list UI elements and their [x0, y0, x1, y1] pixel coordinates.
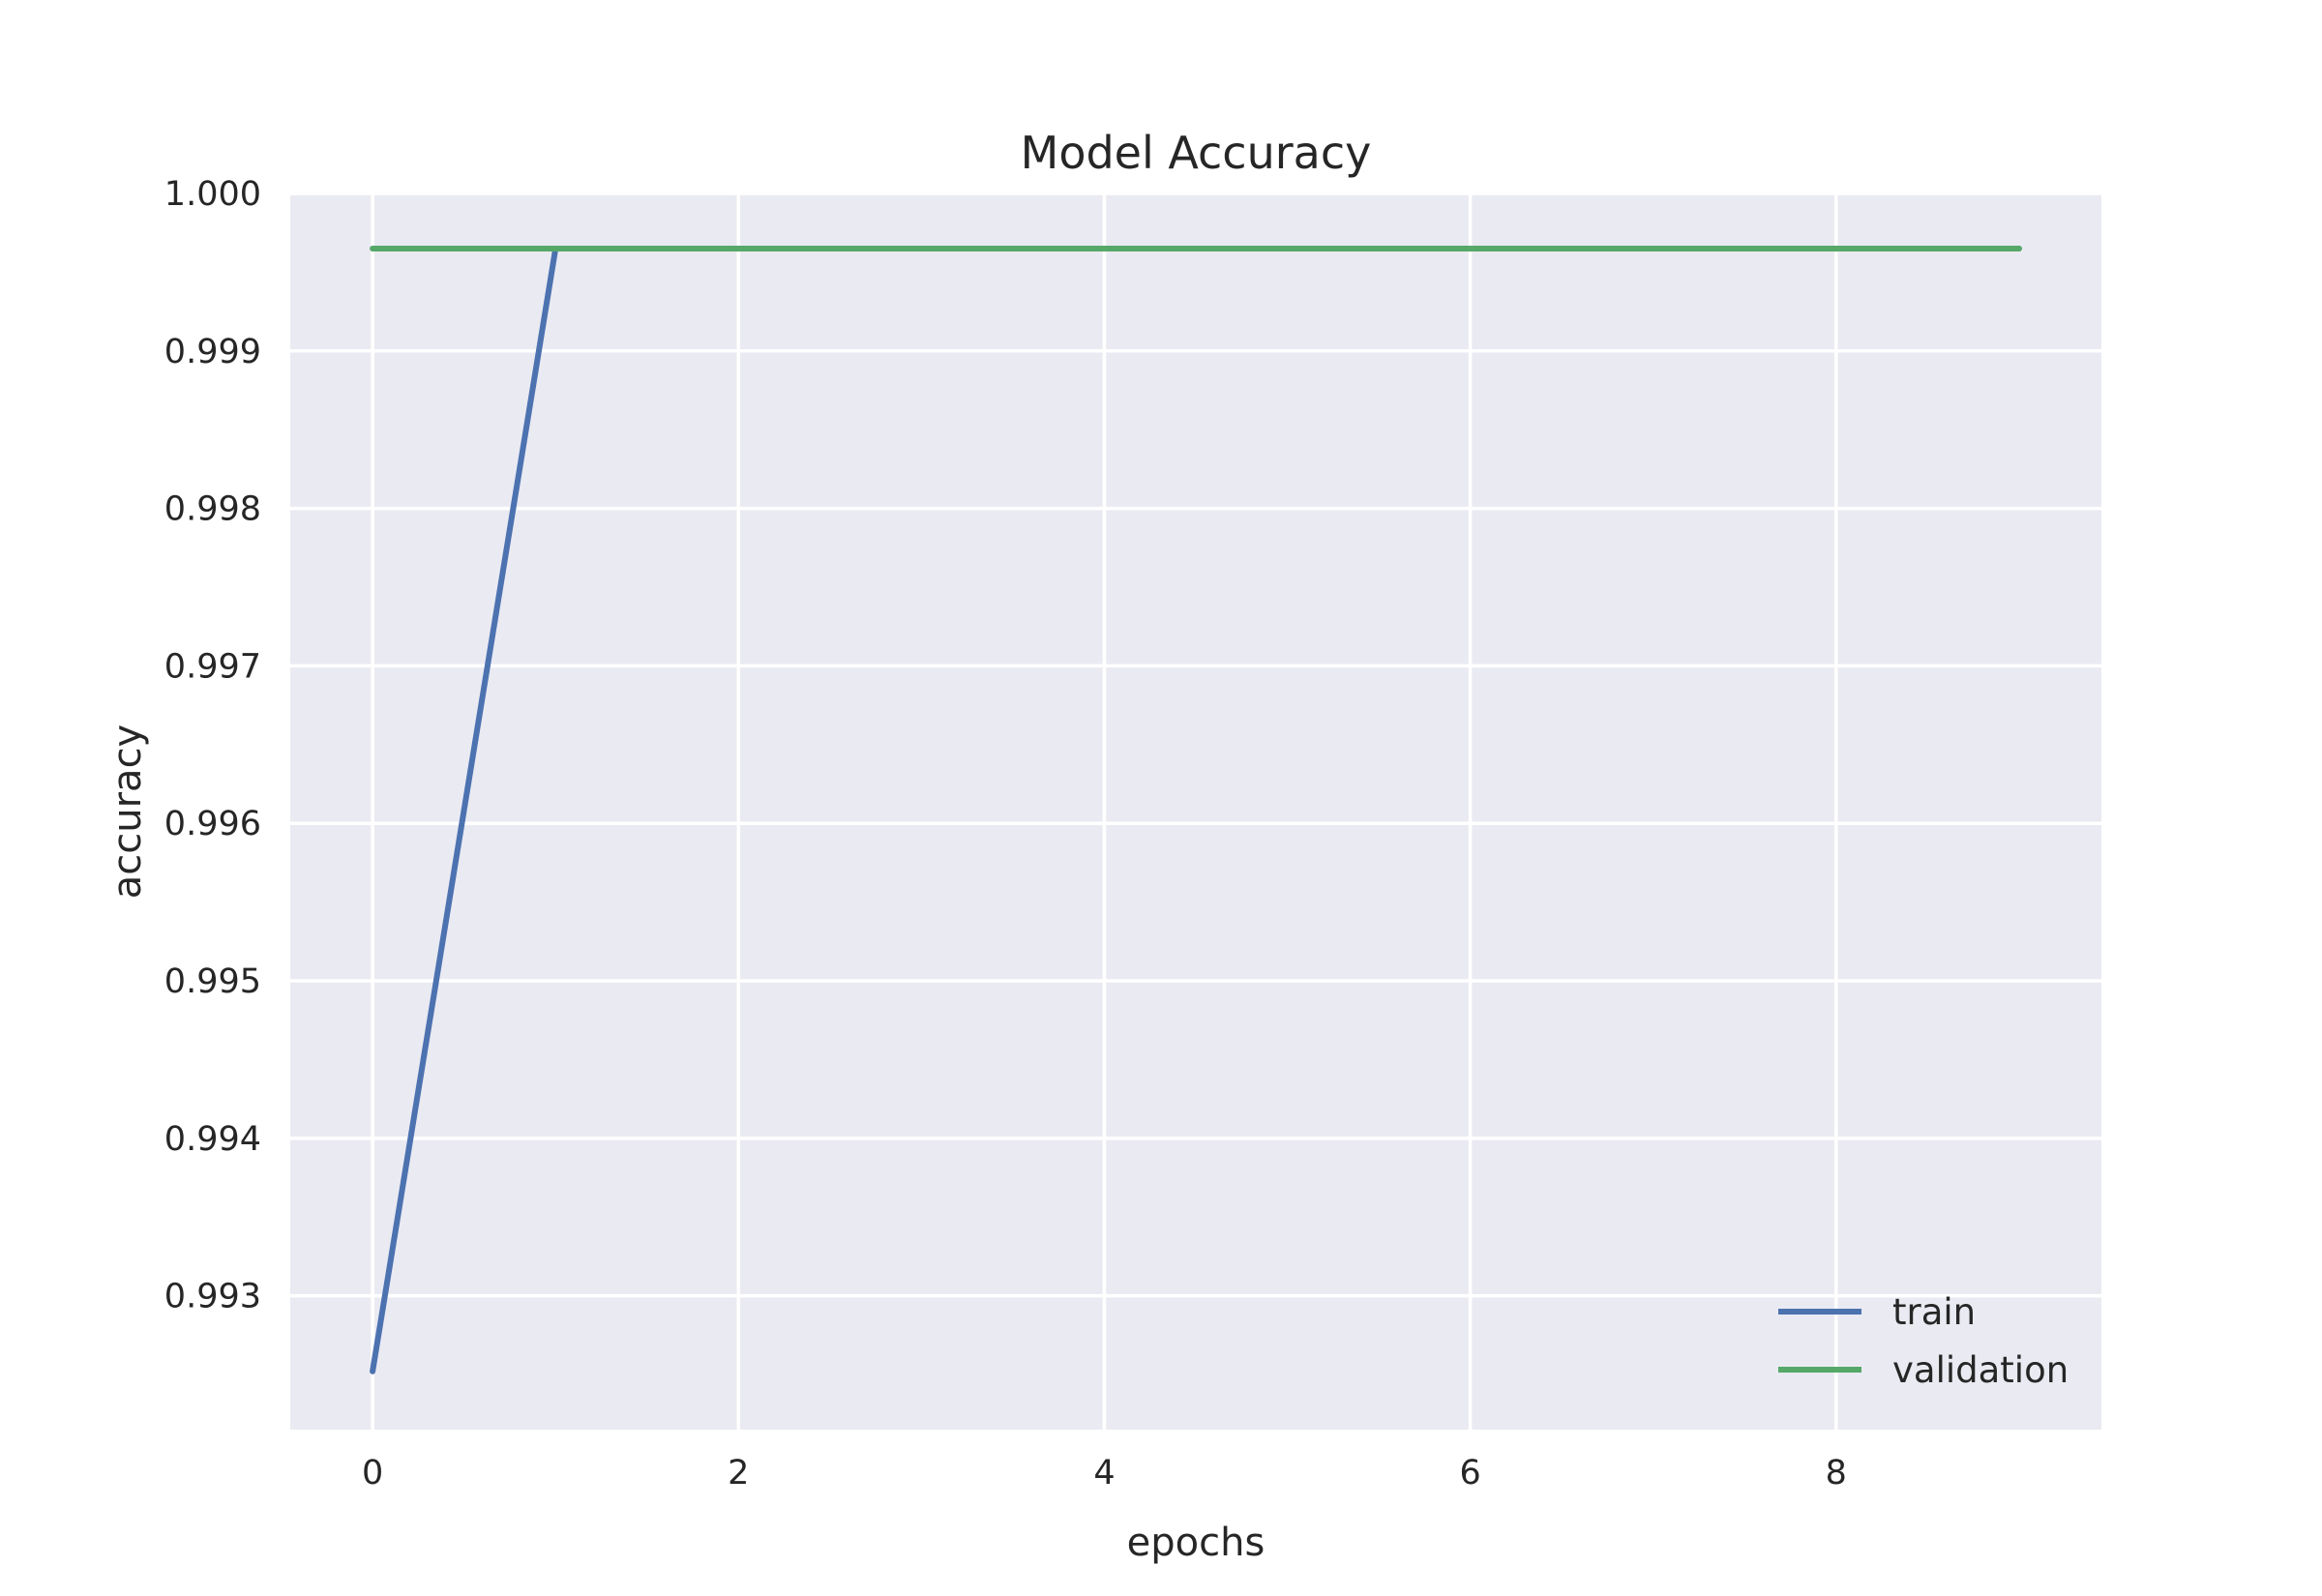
y-tick-label: 1.000	[164, 175, 261, 214]
y-tick-label: 0.999	[164, 333, 261, 371]
y-tick-label: 0.997	[164, 647, 261, 686]
legend-label: validation	[1892, 1349, 2069, 1391]
chart-title: Model Accuracy	[1021, 127, 1372, 179]
x-tick-label: 8	[1826, 1454, 1847, 1493]
series-lines	[370, 245, 2022, 1374]
y-tick-label: 0.993	[164, 1278, 261, 1316]
x-tick-label: 4	[1093, 1454, 1115, 1493]
tick-labels: 0 2 4 6 8 0.993 0.994 0.995 0.996 0.997 0.998 0.999…	[164, 175, 1847, 1493]
x-tick-label: 6	[1459, 1454, 1480, 1493]
grid-lines	[290, 192, 2101, 1430]
y-tick-label: 0.995	[164, 962, 261, 1001]
legend: train validation	[1778, 1291, 2069, 1391]
y-tick-label: 0.996	[164, 805, 261, 843]
x-tick-label: 2	[728, 1454, 749, 1493]
plot-area	[290, 193, 2101, 1430]
legend-label: train	[1892, 1291, 1976, 1333]
y-tick-label: 0.994	[164, 1120, 261, 1159]
y-tick-label: 0.998	[164, 490, 261, 529]
x-axis-label: epochs	[1127, 1521, 1265, 1565]
x-tick-label: 0	[362, 1454, 383, 1493]
y-axis-label: accuracy	[105, 724, 150, 899]
